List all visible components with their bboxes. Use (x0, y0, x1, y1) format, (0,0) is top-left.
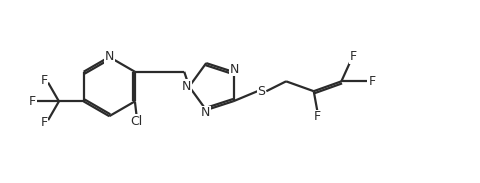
Text: N: N (181, 80, 191, 93)
Text: F: F (40, 116, 48, 129)
Text: N: N (200, 107, 209, 119)
Text: F: F (40, 74, 48, 87)
Text: N: N (104, 51, 114, 64)
Text: F: F (368, 75, 375, 88)
Text: S: S (257, 85, 265, 98)
Text: N: N (229, 63, 239, 76)
Text: F: F (29, 95, 36, 108)
Text: F: F (349, 50, 356, 63)
Text: F: F (313, 110, 321, 123)
Text: Cl: Cl (131, 115, 143, 128)
